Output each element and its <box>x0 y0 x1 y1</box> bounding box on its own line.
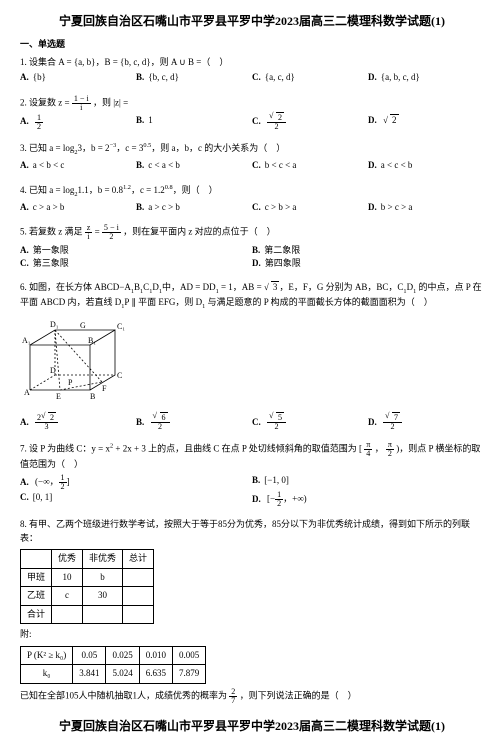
section-label: 一、单选题 <box>20 38 484 52</box>
critical-value-table: P (K² ≥ k₀)0.050.0250.0100.005 k₀3.8415.… <box>20 646 206 684</box>
q3-opt-d: D.a < c < b <box>368 159 484 173</box>
question-4: 4. 已知 a = log21.1，b = 0.81.2，c = 1.20.8，… <box>20 183 484 215</box>
q2-opt-a: A. 12 <box>20 114 136 131</box>
q5-opt-c: C.第三象限 <box>20 257 252 271</box>
question-8: 8. 有甲、乙两个班级进行数学考试，按照大于等于85分为优秀，85分以下为非优秀… <box>20 518 484 705</box>
svg-text:D: D <box>50 366 56 375</box>
q6-opt-d: D. 72 <box>368 414 484 431</box>
q2-opt-b: B.1 <box>136 114 252 131</box>
q4-opt-a: A.c > a > b <box>20 201 136 215</box>
q1-opt-d: D.{a, b, c, d} <box>368 71 484 85</box>
q7-opt-d: D. [−12，+∞) <box>252 491 484 508</box>
q4-opt-d: D.b > c > a <box>368 201 484 215</box>
svg-text:B₁: B₁ <box>88 336 96 345</box>
svg-text:C: C <box>117 371 122 380</box>
q7-opt-a: A. (−∞，12] <box>20 474 252 491</box>
q5-options: A.第一象限 B.第二象限 C.第三象限 D.第四象限 <box>20 244 484 271</box>
page-footer: 宁夏回族自治区石嘴山市平罗县平罗中学2023届高三二模理科数学试题(1) <box>20 717 484 735</box>
question-6: 6. 如图，在长方体 ABCD−A1B1C1D1中，AD = DD1 = 1，A… <box>20 281 484 432</box>
q4-opt-b: B.a > c > b <box>136 201 252 215</box>
q7-opt-c: C.[0, 1] <box>20 491 252 508</box>
svg-text:E: E <box>56 392 61 401</box>
page-title: 宁夏回族自治区石嘴山市平罗县平罗中学2023届高三二模理科数学试题(1) <box>20 12 484 30</box>
svg-text:C₁: C₁ <box>117 322 125 331</box>
svg-text:A: A <box>24 388 30 397</box>
question-2: 2. 设复数 z = 1 − ii ，则 |z| = A. 12 B.1 C. … <box>20 95 484 131</box>
svg-text:G: G <box>80 321 86 330</box>
q5-stem: 5. 若复数 z 满足 zi = 5 − i2 ，则在复平面内 z 对应的点位于… <box>20 224 484 241</box>
q8-tail: 已知在全部105人中随机抽取1人，成绩优秀的概率为 27 ，则下列说法正确的是（… <box>20 688 484 705</box>
q6-stem: 6. 如图，在长方体 ABCD−A1B1C1D1中，AD = DD1 = 1，A… <box>20 281 484 311</box>
q4-opt-c: C.c > b > a <box>252 201 368 215</box>
q3-opt-a: A.a < b < c <box>20 159 136 173</box>
q6-opt-a: A. 223 <box>20 414 136 431</box>
q8-stem: 8. 有甲、乙两个班级进行数学考试，按照大于等于85分为优秀，85分以下为非优秀… <box>20 518 484 545</box>
q8-attach: 附: <box>20 628 484 642</box>
q2-stem: 2. 设复数 z = 1 − ii ，则 |z| = <box>20 95 484 112</box>
q1-stem: 1. 设集合 A = {a, b}，B = {b, c, d}，则 A ∪ B … <box>20 56 484 70</box>
question-1: 1. 设集合 A = {a, b}，B = {b, c, d}，则 A ∪ B … <box>20 56 484 85</box>
question-7: 7. 设 P 为曲线 C：y = x2 + 2x + 3 上的点，且曲线 C 在… <box>20 441 484 508</box>
q4-stem: 4. 已知 a = log21.1，b = 0.81.2，c = 1.20.8，… <box>20 183 484 199</box>
cuboid-figure: A B C D A₁ B₁ C₁ D₁ E F G P <box>20 315 130 410</box>
q4-options: A.c > a > b B.a > c > b C.c > b > a D.b … <box>20 201 484 215</box>
q6-options: A. 223 B. 62 C. 52 D. 72 <box>20 414 484 431</box>
q3-options: A.a < b < c B.c < a < b C.b < c < a D.a … <box>20 159 484 173</box>
q1-opt-c: C.{a, c, d} <box>252 71 368 85</box>
question-3: 3. 已知 a = log23，b = 2−3，c = 30.5，则 a，b，c… <box>20 141 484 173</box>
contingency-table: 优秀非优秀总计 甲班10b 乙班c30 合计 <box>20 549 154 624</box>
q1-opt-b: B.{b, c, d} <box>136 71 252 85</box>
q2-opt-d: D. 2 <box>368 114 484 131</box>
svg-text:F: F <box>102 384 107 393</box>
q3-opt-c: C.b < c < a <box>252 159 368 173</box>
q5-opt-a: A.第一象限 <box>20 244 252 258</box>
q7-opt-b: B.[−1, 0] <box>252 474 484 491</box>
svg-text:B: B <box>90 392 95 401</box>
q6-opt-b: B. 62 <box>136 414 252 431</box>
q7-options: A. (−∞，12] B.[−1, 0] C.[0, 1] D. [−12，+∞… <box>20 474 484 508</box>
q2-opt-c: C. 22 <box>252 114 368 131</box>
q1-options: A.{b} B.{b, c, d} C.{a, c, d} D.{a, b, c… <box>20 71 484 85</box>
q3-stem: 3. 已知 a = log23，b = 2−3，c = 30.5，则 a，b，c… <box>20 141 484 157</box>
q3-opt-b: B.c < a < b <box>136 159 252 173</box>
svg-text:A₁: A₁ <box>22 336 31 345</box>
q2-options: A. 12 B.1 C. 22 D. 2 <box>20 114 484 131</box>
q5-opt-d: D.第四象限 <box>252 257 484 271</box>
svg-text:P: P <box>68 378 73 387</box>
q6-opt-c: C. 52 <box>252 414 368 431</box>
q5-opt-b: B.第二象限 <box>252 244 484 258</box>
svg-text:D₁: D₁ <box>50 320 59 329</box>
question-5: 5. 若复数 z 满足 zi = 5 − i2 ，则在复平面内 z 对应的点位于… <box>20 224 484 270</box>
q1-opt-a: A.{b} <box>20 71 136 85</box>
q7-stem: 7. 设 P 为曲线 C：y = x2 + 2x + 3 上的点，且曲线 C 在… <box>20 441 484 472</box>
